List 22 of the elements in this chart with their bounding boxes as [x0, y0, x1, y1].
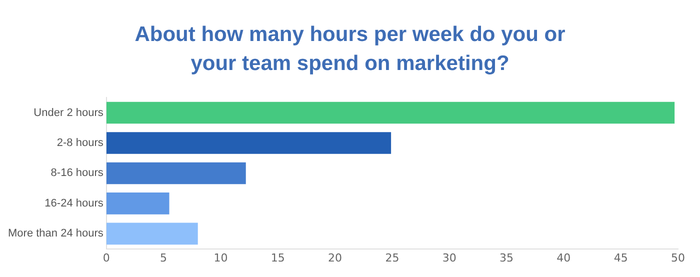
bar	[106, 222, 198, 245]
bar	[106, 132, 392, 154]
bar	[106, 102, 675, 124]
x-tick-label: 40	[556, 251, 571, 264]
x-tick-label: 10	[214, 251, 228, 264]
x-tick-label: 5	[160, 251, 168, 264]
y-tick-label: More than 24 hours	[8, 228, 104, 240]
x-tick-label: 45	[614, 251, 628, 264]
x-tick-label: 15	[270, 251, 285, 264]
y-tick-label: 16-24 hours	[44, 197, 104, 210]
chart-title: About how many hours per week do you or your team spend on marketing?	[134, 22, 566, 77]
bar	[106, 162, 246, 184]
x-tick-label: 20	[328, 251, 342, 264]
x-tick-label: 0	[102, 251, 110, 264]
x-tick-label: 25	[385, 251, 400, 264]
y-tick-label: Under 2 hours	[34, 106, 104, 119]
x-tick-label: 50	[671, 251, 685, 264]
x-tick-label: 30	[442, 251, 456, 264]
y-tick-label: 2-8 hours	[56, 136, 104, 149]
y-tick-label: 8-16 hours	[50, 167, 104, 180]
bar	[106, 192, 170, 214]
x-tick-label: 35	[500, 251, 514, 264]
